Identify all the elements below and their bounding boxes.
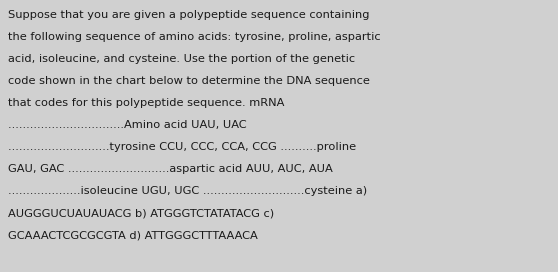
Text: ............................tyrosine CCU, CCC, CCA, CCG ..........proline: ............................tyrosine CCU… bbox=[8, 142, 356, 152]
Text: AUGGGUCUAUAUACG b) ATGGGTCTATATACG c): AUGGGUCUAUAUACG b) ATGGGTCTATATACG c) bbox=[8, 208, 274, 218]
Text: ................................Amino acid UAU, UAC: ................................Amino ac… bbox=[8, 120, 247, 130]
Text: that codes for this polypeptide sequence. mRNA: that codes for this polypeptide sequence… bbox=[8, 98, 285, 108]
Text: acid, isoleucine, and cysteine. Use the portion of the genetic: acid, isoleucine, and cysteine. Use the … bbox=[8, 54, 355, 64]
Text: the following sequence of amino acids: tyrosine, proline, aspartic: the following sequence of amino acids: t… bbox=[8, 32, 381, 42]
Text: GCAAACTCGCGCGTA d) ATTGGGCTTTAAACA: GCAAACTCGCGCGTA d) ATTGGGCTTTAAACA bbox=[8, 230, 258, 240]
Text: code shown in the chart below to determine the DNA sequence: code shown in the chart below to determi… bbox=[8, 76, 370, 86]
Text: ....................isoleucine UGU, UGC ............................cysteine a): ....................isoleucine UGU, UGC … bbox=[8, 186, 367, 196]
Text: GAU, GAC ............................aspartic acid AUU, AUC, AUA: GAU, GAC ............................asp… bbox=[8, 164, 333, 174]
Text: Suppose that you are given a polypeptide sequence containing: Suppose that you are given a polypeptide… bbox=[8, 10, 369, 20]
